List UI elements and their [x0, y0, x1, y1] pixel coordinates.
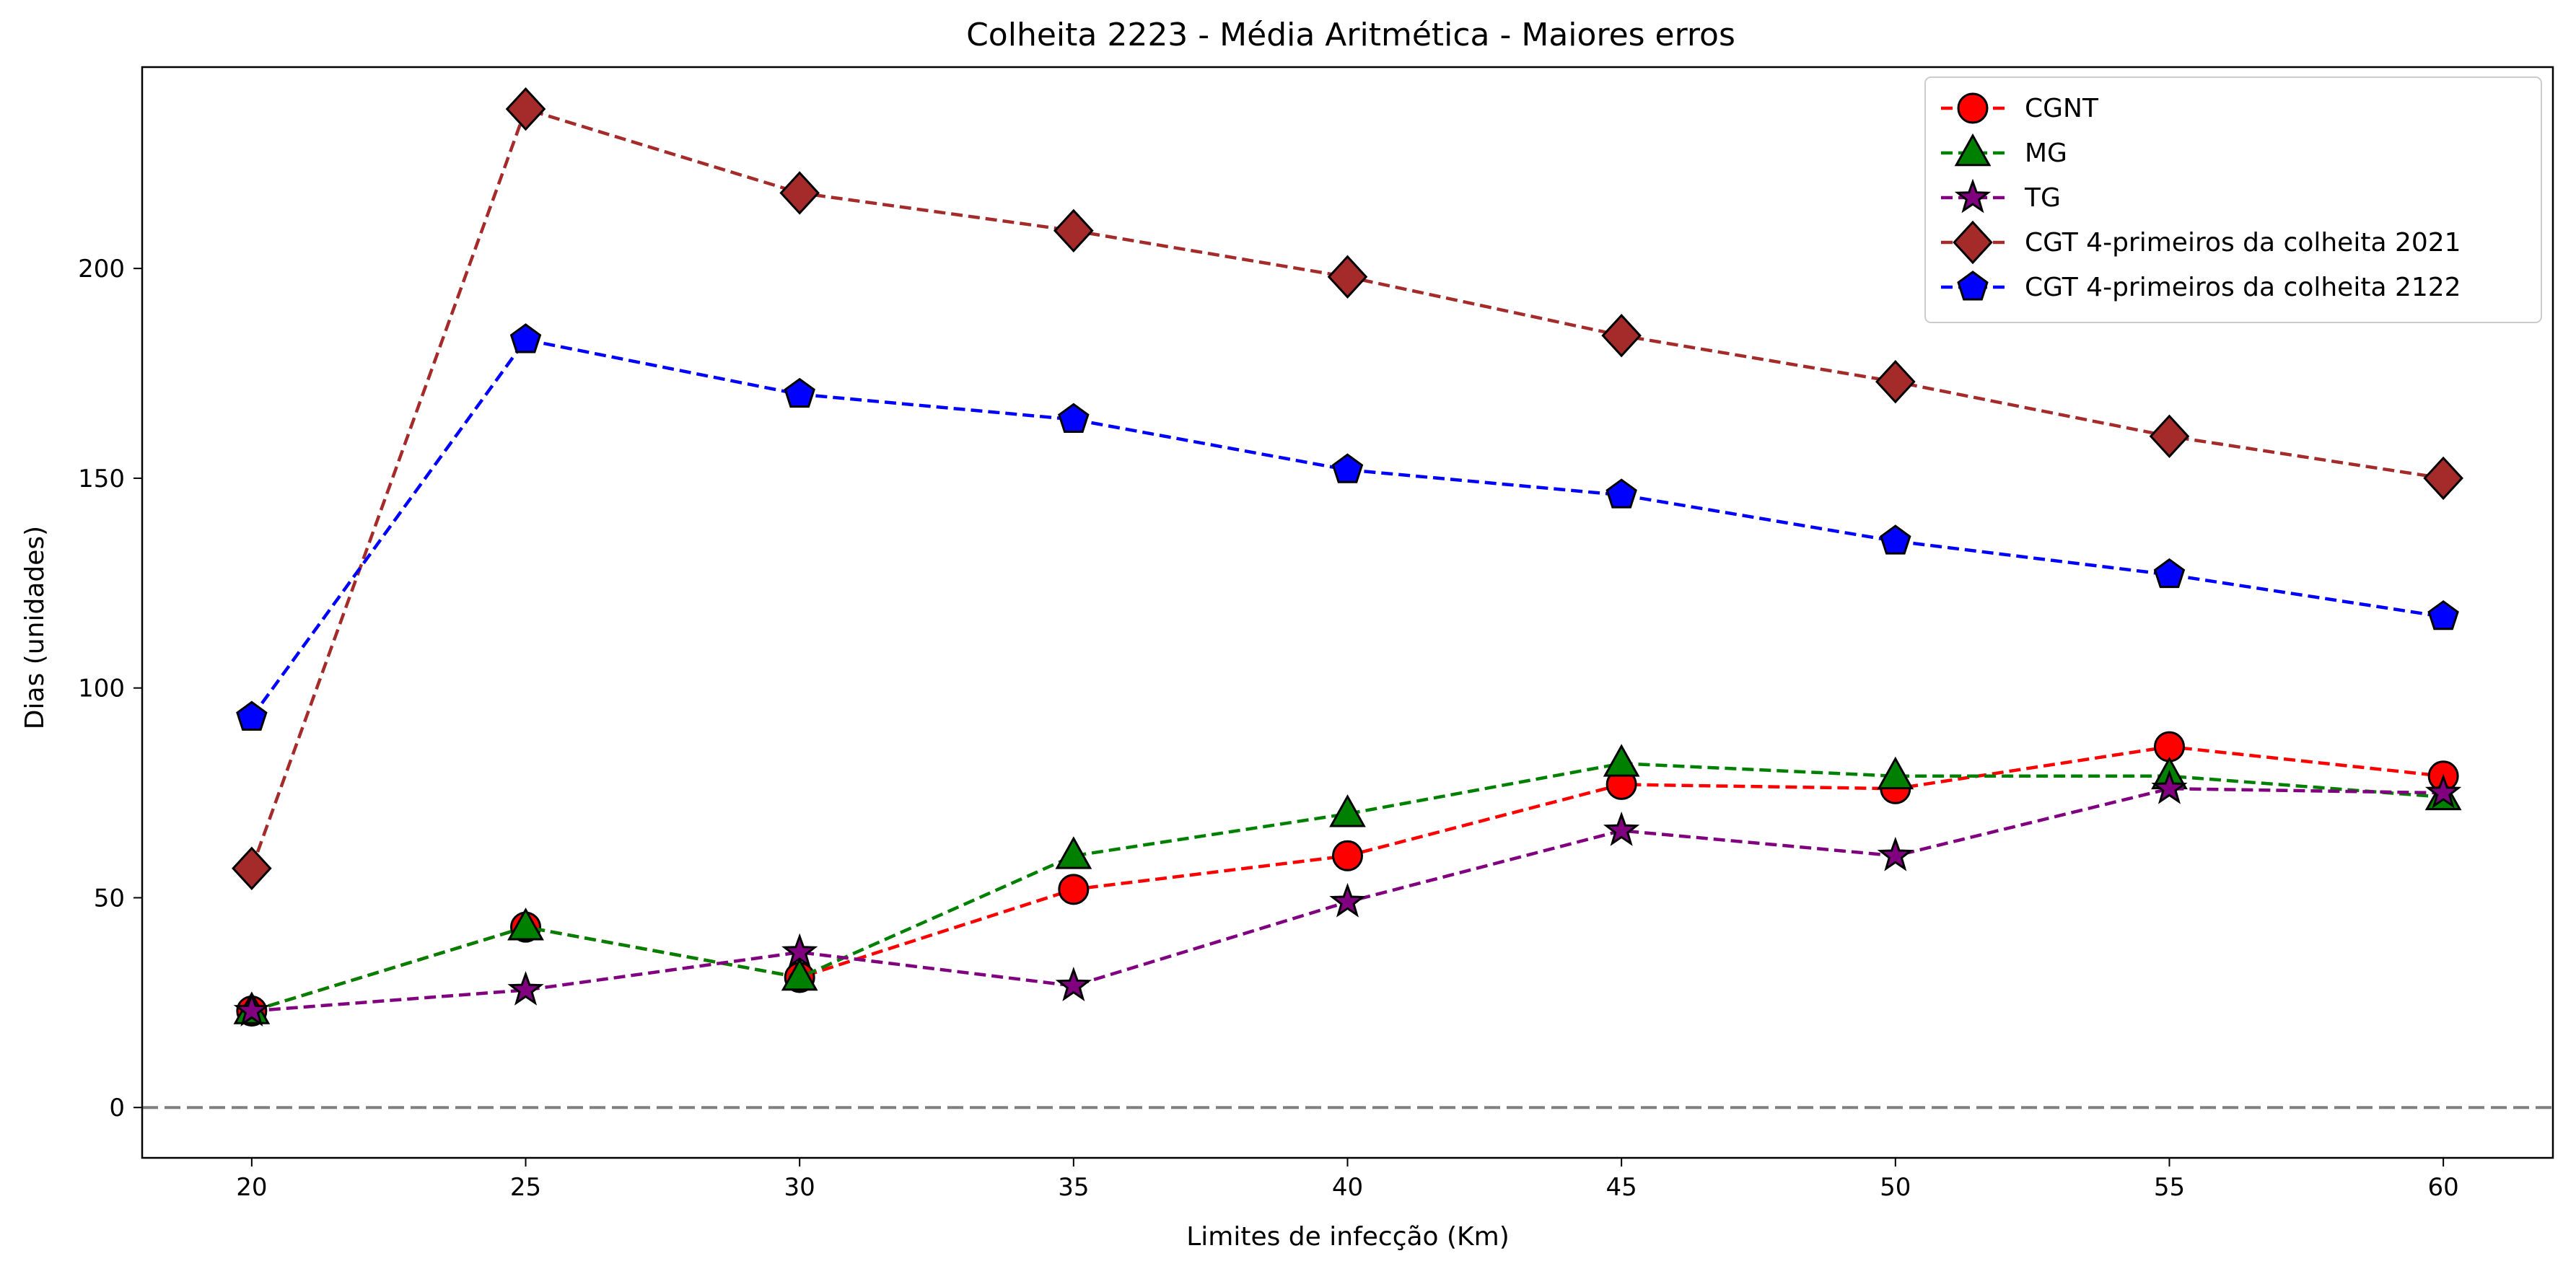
data-point-mg — [1877, 756, 1914, 790]
data-point-cgt-4-primeiros-da-colheita-2122 — [1880, 524, 1911, 555]
y-tick-label: 100 — [78, 675, 125, 703]
data-point-cgt-4-primeiros-da-colheita-2122 — [1605, 478, 1637, 509]
legend-label-cgnt: CGNT — [2025, 94, 2099, 123]
data-point-cgt-4-primeiros-da-colheita-2021 — [1053, 208, 1094, 253]
legend-label-mg: MG — [2025, 139, 2067, 168]
data-point-mg — [1603, 744, 1640, 777]
series-line-mg — [251, 762, 2444, 1013]
data-point-cgt-4-primeiros-da-colheita-2122 — [509, 323, 542, 353]
x-tick-label: 55 — [2154, 1173, 2185, 1202]
x-tick-label: 30 — [784, 1173, 815, 1202]
y-tick-label: 50 — [94, 884, 125, 913]
data-point-cgt-4-primeiros-da-colheita-2021 — [2423, 456, 2463, 501]
data-point-tg — [2424, 773, 2462, 809]
data-point-mg — [507, 908, 544, 941]
data-point-cgnt — [1332, 840, 1363, 871]
legend-marker-cgnt — [1957, 92, 1989, 124]
data-point-cgt-4-primeiros-da-colheita-2021 — [505, 87, 546, 131]
data-point-cgt-4-primeiros-da-colheita-2021 — [1875, 359, 1916, 404]
data-point-cgt-4-primeiros-da-colheita-2021 — [779, 171, 820, 215]
data-point-tg — [781, 933, 818, 968]
y-tick-label: 0 — [109, 1094, 125, 1123]
data-point-cgnt — [1058, 874, 1090, 905]
x-tick-label: 40 — [1332, 1173, 1363, 1202]
x-tick-label: 45 — [1606, 1173, 1637, 1202]
x-tick-label: 20 — [236, 1173, 267, 1202]
data-point-tg — [507, 970, 544, 1006]
legend-marker-cgt-4-primeiros-da-colheita-2122 — [1957, 271, 1989, 301]
data-point-cgt-4-primeiros-da-colheita-2021 — [232, 846, 272, 890]
x-tick-label: 60 — [2428, 1173, 2459, 1202]
legend-label-tg: TG — [2024, 183, 2061, 213]
legend-marker-mg — [1954, 133, 1992, 167]
legend: CGNT MG TG CGT 4-primeiros da colheita 2021… — [1924, 76, 2542, 323]
y-axis-label: Dias (unidades) — [20, 526, 50, 729]
chart-title: Colheita 2223 - Média Aritmética - Maior… — [966, 17, 1735, 53]
data-point-tg — [2151, 769, 2188, 804]
data-point-cgt-4-primeiros-da-colheita-2021 — [1327, 255, 1368, 299]
legend-marker-cgt-4-primeiros-da-colheita-2021 — [1953, 220, 1993, 265]
data-point-mg — [1055, 836, 1092, 869]
data-point-cgt-4-primeiros-da-colheita-2122 — [236, 700, 268, 731]
data-point-tg — [1877, 836, 1914, 871]
legend-label-cgt-4-primeiros-da-colheita-2021: CGT 4-primeiros da colheita 2021 — [2025, 228, 2461, 258]
data-point-cgt-4-primeiros-da-colheita-2021 — [2149, 414, 2190, 458]
legend-marker-tg — [1954, 178, 1992, 214]
axes-frame — [141, 66, 2554, 1159]
data-point-cgt-4-primeiros-da-colheita-2122 — [1058, 403, 1090, 433]
x-axis-label: Limites de infecção (Km) — [1186, 1222, 1510, 1252]
data-point-tg — [1055, 967, 1092, 1001]
data-point-cgt-4-primeiros-da-colheita-2122 — [784, 377, 815, 408]
y-tick-label: 150 — [78, 465, 125, 493]
legend-label-cgt-4-primeiros-da-colheita-2122: CGT 4-primeiros da colheita 2122 — [2025, 273, 2461, 302]
x-tick-label: 35 — [1058, 1173, 1089, 1202]
x-tick-label: 25 — [510, 1173, 541, 1202]
data-point-cgt-4-primeiros-da-colheita-2122 — [2153, 558, 2186, 589]
data-point-cgt-4-primeiros-da-colheita-2122 — [2427, 599, 2459, 631]
x-tick-label: 50 — [1880, 1173, 1911, 1202]
data-point-tg — [1603, 811, 1640, 846]
plot-area: 20 25 30 35 40 45 50 55 60 0 50 100 150 200 — [78, 66, 2554, 1202]
data-point-tg — [233, 992, 271, 1027]
data-point-cgt-4-primeiros-da-colheita-2122 — [1331, 453, 1364, 483]
data-point-mg — [1329, 794, 1366, 827]
legend-box — [1924, 76, 2542, 323]
data-point-tg — [1329, 882, 1366, 918]
y-tick-label: 200 — [78, 255, 125, 284]
data-point-mg — [781, 957, 818, 991]
data-point-cgt-4-primeiros-da-colheita-2021 — [1601, 313, 1642, 358]
